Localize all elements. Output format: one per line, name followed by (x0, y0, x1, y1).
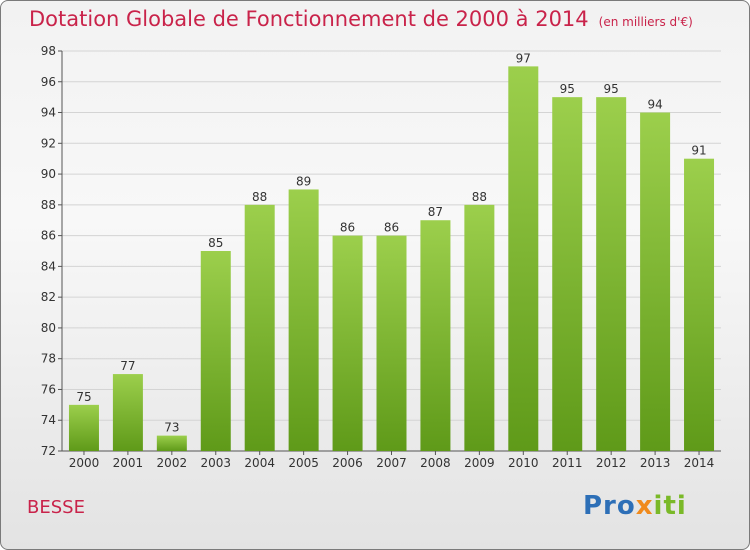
y-tick-label: 98 (41, 44, 56, 58)
y-tick-label: 94 (41, 106, 56, 120)
bar (508, 66, 539, 451)
bar (420, 220, 451, 451)
x-tick-label: 2008 (420, 456, 451, 470)
logo-part-3: iti (653, 491, 687, 521)
title-text: Dotation Globale de Fonctionnement de 20… (29, 7, 589, 31)
x-tick-label: 2012 (596, 456, 627, 470)
bar (552, 97, 583, 452)
bar (376, 235, 407, 451)
bar-value-label: 97 (516, 51, 531, 65)
x-tick-label: 2011 (552, 456, 583, 470)
x-tick-label: 2006 (332, 456, 363, 470)
bar-value-label: 88 (472, 190, 487, 204)
y-tick-label: 84 (41, 259, 56, 273)
x-tick-label: 2010 (508, 456, 539, 470)
x-tick-label: 2009 (464, 456, 495, 470)
bar-value-label: 94 (647, 98, 662, 112)
y-tick-label: 78 (41, 352, 56, 366)
bar (640, 112, 671, 452)
bar-value-label: 91 (691, 144, 706, 158)
y-tick-label: 96 (41, 75, 56, 89)
bar (244, 204, 275, 451)
bar (596, 97, 627, 452)
proxiti-logo: Proxiti (583, 491, 687, 521)
bar (112, 374, 143, 451)
x-tick-label: 2007 (376, 456, 407, 470)
bar-value-label: 73 (164, 421, 179, 435)
x-tick-label: 2001 (113, 456, 144, 470)
bar (68, 404, 99, 451)
commune-name: BESSE (27, 497, 85, 518)
bar-value-label: 85 (208, 236, 223, 250)
y-tick-label: 76 (41, 382, 56, 396)
bar-value-label: 89 (296, 174, 311, 188)
y-tick-label: 82 (41, 290, 56, 304)
chart-title: Dotation Globale de Fonctionnement de 20… (29, 7, 693, 31)
bar (288, 189, 319, 451)
x-tick-label: 2013 (640, 456, 671, 470)
y-tick-label: 80 (41, 321, 56, 335)
y-tick-label: 92 (41, 136, 56, 150)
bar-value-label: 75 (76, 390, 91, 404)
logo-part-1: Pro (583, 491, 636, 521)
y-tick-label: 86 (41, 229, 56, 243)
title-unit: (en milliers d'€) (598, 15, 693, 29)
bar (684, 158, 715, 451)
bar-value-label: 86 (340, 221, 355, 235)
bars (68, 66, 715, 452)
x-tick-label: 2005 (288, 456, 319, 470)
bar (332, 235, 363, 451)
bar-value-label: 87 (428, 205, 443, 219)
logo-part-2: x (635, 491, 654, 521)
y-tick-label: 90 (41, 167, 56, 181)
y-tick-label: 88 (41, 198, 56, 212)
bar-value-label: 88 (252, 190, 267, 204)
bar (464, 204, 495, 451)
bar-value-label: 95 (560, 82, 575, 96)
x-tick-label: 2002 (157, 456, 188, 470)
x-tick-label: 2004 (244, 456, 275, 470)
y-tick-label: 74 (41, 413, 56, 427)
x-tick-label: 2014 (684, 456, 715, 470)
bar-value-label: 95 (604, 82, 619, 96)
bar (156, 435, 187, 451)
bar-value-label: 86 (384, 221, 399, 235)
bar (200, 251, 231, 451)
x-tick-label: 2003 (200, 456, 231, 470)
bar-value-label: 77 (120, 359, 135, 373)
y-tick-label: 72 (41, 444, 56, 458)
x-tick-label: 2000 (69, 456, 100, 470)
labels: 75 2000 77 2001 73 2002 85 2003 88 2004 89 2005 86 20… (69, 51, 715, 470)
